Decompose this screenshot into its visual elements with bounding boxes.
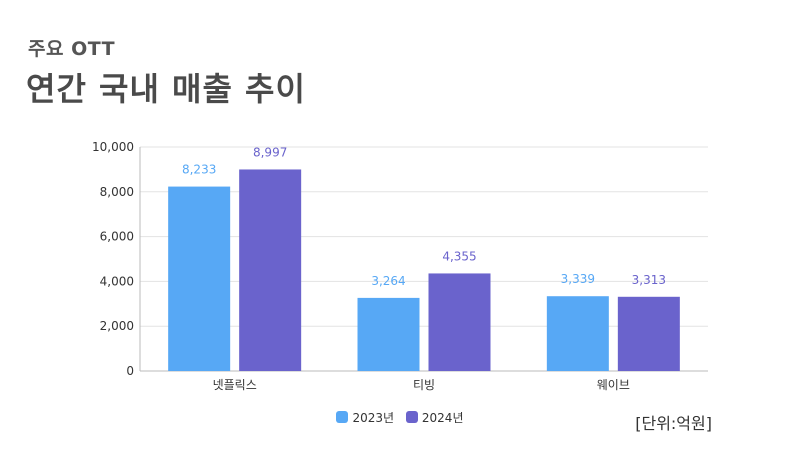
data-label: 8,997 xyxy=(253,145,287,159)
bar-2024 xyxy=(428,273,491,371)
x-tick-label: 넷플릭스 xyxy=(213,378,257,392)
chart-subtitle: 주요 OTT xyxy=(28,38,116,60)
legend-label-2024: 2024년 xyxy=(421,411,464,425)
y-tick-label: 6,000 xyxy=(100,230,134,244)
y-tick-label: 10,000 xyxy=(92,140,134,154)
legend-swatch-2024 xyxy=(405,411,418,423)
legend-item-2023: 2023년 xyxy=(336,409,394,426)
chart-legend: 2023년 2024년 xyxy=(0,409,800,426)
legend-label-2023: 2023년 xyxy=(352,411,395,425)
legend-swatch-2023 xyxy=(336,411,349,423)
data-label: 4,355 xyxy=(442,249,476,263)
bar-2024 xyxy=(239,169,302,371)
y-tick-label: 2,000 xyxy=(100,319,134,333)
chart-title: 연간 국내 매출 추이 xyxy=(26,70,306,108)
y-tick-label: 0 xyxy=(126,364,134,378)
y-tick-label: 8,000 xyxy=(100,185,134,199)
bar-2023 xyxy=(546,296,609,371)
bar-2024 xyxy=(617,296,680,371)
x-tick-label: 웨이브 xyxy=(597,378,630,392)
x-tick-label: 티빙 xyxy=(413,378,435,392)
data-label: 8,233 xyxy=(182,163,216,177)
legend-item-2024: 2024년 xyxy=(405,409,464,426)
unit-label: [단위:억원] xyxy=(635,414,712,433)
data-label: 3,264 xyxy=(371,274,405,288)
bar-2023 xyxy=(168,186,231,371)
y-tick-label: 4,000 xyxy=(100,274,134,288)
data-label: 3,339 xyxy=(561,272,595,286)
data-label: 3,313 xyxy=(632,273,666,287)
bar-2023 xyxy=(357,297,420,371)
